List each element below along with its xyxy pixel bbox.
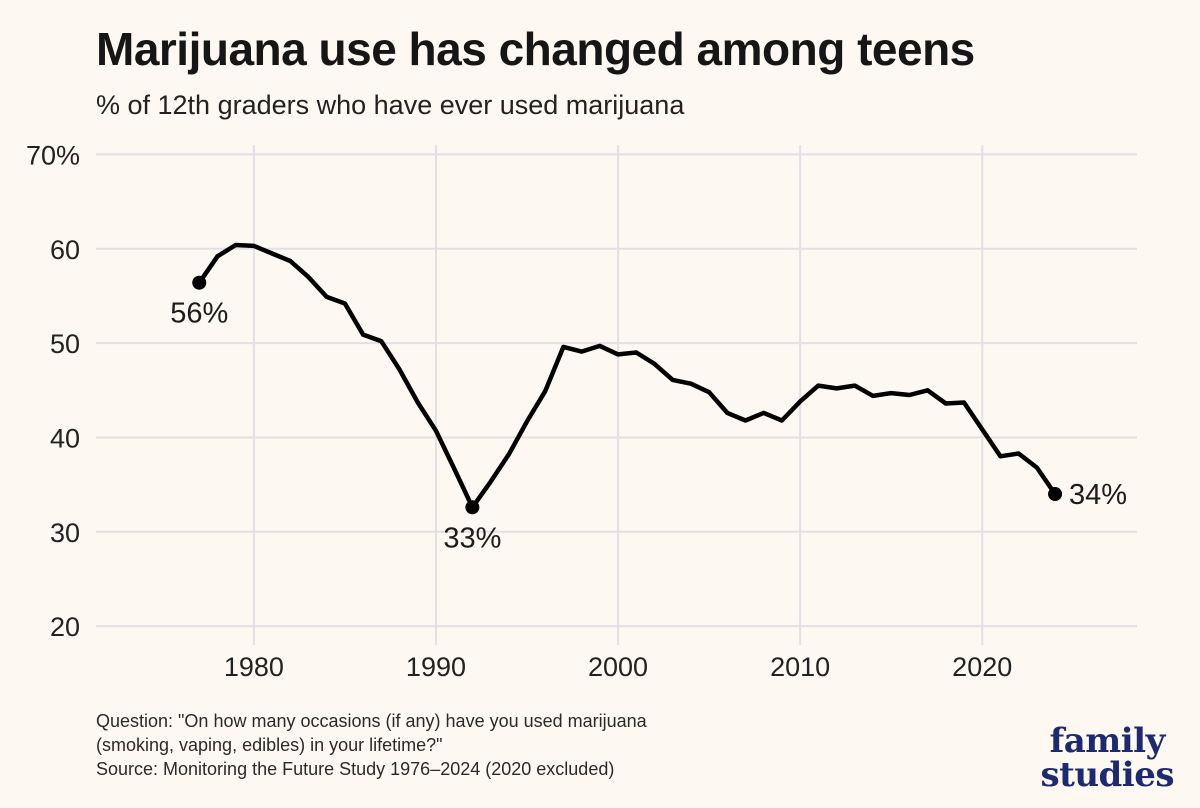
chart-subtitle: % of 12th graders who have ever used mar…: [96, 90, 685, 120]
chart-notes: Question: "On how many occasions (if any…: [96, 709, 647, 781]
family-studies-logo: family studies: [1040, 724, 1174, 792]
x-tick-label: 2020: [952, 652, 1012, 682]
annotated-point: [1048, 487, 1063, 502]
source-note: Source: Monitoring the Future Study 1976…: [96, 759, 615, 779]
x-tick-label: 1980: [224, 652, 284, 682]
logo-line-family: family: [1049, 721, 1166, 761]
x-axis-tick-labels: 1980 1990 2000 2010 2020: [224, 652, 1012, 682]
data-label: 56%: [170, 298, 228, 330]
data-label: 34%: [1069, 479, 1127, 511]
y-tick-label: 70%: [26, 140, 80, 170]
vertical-gridlines: [252, 145, 984, 645]
annotated-point: [192, 275, 207, 290]
annotation-layer: 56% 33% 34%: [170, 275, 1127, 554]
y-axis-tick-labels: 20 30 40 50 60 70%: [26, 140, 80, 642]
series-layer: [197, 242, 1058, 510]
data-label: 33%: [443, 522, 501, 554]
y-tick-label: 60: [50, 235, 80, 265]
question-note-line-1: Question: "On how many occasions (if any…: [96, 711, 647, 731]
chart-title: Marijuana use has changed among teens: [96, 23, 975, 75]
question-note-line-2: (smoking, vaping, edibles) in your lifet…: [96, 735, 443, 755]
y-tick-label: 30: [50, 518, 80, 548]
x-tick-label: 2000: [588, 652, 648, 682]
y-tick-label: 50: [50, 329, 80, 359]
y-tick-label: 40: [50, 423, 80, 453]
horizontal-gridlines: [96, 153, 1137, 628]
annotated-point: [465, 500, 480, 515]
x-tick-label: 1990: [406, 652, 466, 682]
x-tick-label: 2010: [770, 652, 830, 682]
y-tick-label: 20: [50, 612, 80, 642]
series-line: [197, 242, 1058, 510]
logo-line-studies: studies: [1040, 755, 1174, 795]
